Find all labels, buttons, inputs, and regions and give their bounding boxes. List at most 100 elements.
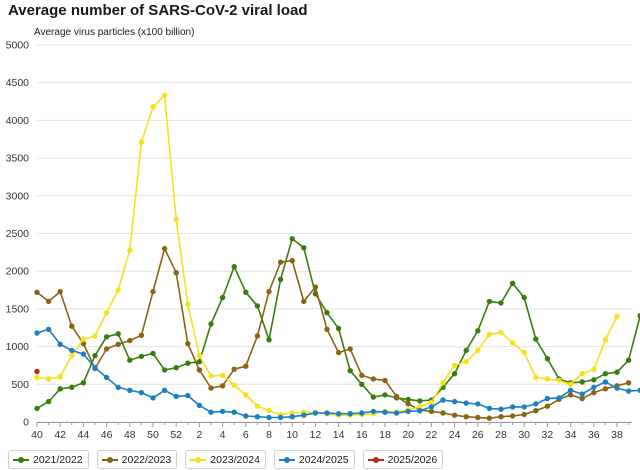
data-point[interactable] [289, 410, 295, 416]
data-point[interactable] [579, 379, 585, 385]
data-point[interactable] [57, 374, 63, 380]
data-point[interactable] [231, 264, 237, 270]
data-point[interactable] [57, 386, 63, 392]
data-point[interactable] [521, 404, 527, 410]
data-point[interactable] [417, 398, 423, 404]
data-point[interactable] [312, 410, 319, 416]
data-point[interactable] [45, 398, 52, 405]
legend-item-2021-2022[interactable]: 2021/2022 [8, 450, 89, 469]
data-point[interactable] [69, 323, 75, 329]
data-point[interactable] [382, 392, 388, 398]
data-point[interactable] [498, 300, 504, 306]
data-point[interactable] [57, 288, 63, 295]
data-point[interactable] [498, 406, 504, 412]
data-point[interactable] [150, 288, 156, 295]
data-point[interactable] [521, 411, 527, 418]
data-point[interactable] [301, 298, 307, 305]
data-point[interactable] [138, 332, 145, 338]
data-point[interactable] [567, 381, 574, 387]
data-point[interactable] [533, 408, 539, 414]
data-point[interactable] [127, 247, 133, 253]
data-point[interactable] [475, 347, 481, 354]
data-point[interactable] [428, 404, 435, 410]
data-point[interactable] [34, 374, 40, 381]
data-point[interactable] [637, 313, 640, 319]
data-point[interactable] [556, 377, 562, 384]
data-point[interactable] [544, 403, 551, 409]
data-point[interactable] [463, 400, 469, 406]
data-point[interactable] [475, 328, 481, 334]
data-point[interactable] [150, 350, 156, 357]
data-point[interactable] [335, 325, 342, 332]
data-point[interactable] [475, 401, 481, 407]
data-point[interactable] [440, 397, 446, 403]
data-point[interactable] [80, 351, 87, 357]
data-point[interactable] [185, 360, 191, 366]
data-point[interactable] [591, 384, 597, 390]
data-point[interactable] [161, 387, 168, 393]
data-point[interactable] [359, 381, 365, 387]
data-point[interactable] [463, 414, 469, 420]
data-point[interactable] [161, 245, 168, 252]
data-point[interactable] [173, 270, 179, 276]
data-point[interactable] [208, 385, 214, 391]
data-point[interactable] [312, 284, 319, 290]
data-point[interactable] [579, 371, 585, 377]
data-point[interactable] [115, 287, 121, 293]
data-point[interactable] [602, 386, 609, 392]
data-point[interactable] [393, 410, 400, 416]
data-point[interactable] [127, 387, 133, 393]
data-point[interactable] [614, 313, 620, 320]
legend-item-2025-2026[interactable]: 2025/2026 [362, 450, 444, 469]
data-point[interactable] [324, 410, 330, 416]
data-point[interactable] [34, 405, 40, 412]
data-point[interactable] [451, 412, 458, 418]
data-point[interactable] [254, 414, 261, 420]
data-point[interactable] [509, 340, 516, 346]
data-point[interactable] [289, 414, 295, 420]
data-point[interactable] [498, 329, 504, 335]
data-point[interactable] [544, 356, 551, 362]
data-point[interactable] [417, 404, 423, 410]
data-point[interactable] [335, 349, 342, 356]
data-point[interactable] [45, 376, 52, 382]
data-point[interactable] [382, 409, 388, 415]
data-point[interactable] [173, 393, 179, 400]
data-point[interactable] [266, 408, 272, 414]
data-point[interactable] [185, 301, 191, 308]
data-point[interactable] [185, 392, 191, 399]
data-point[interactable] [34, 368, 40, 375]
data-point[interactable] [243, 392, 249, 398]
data-point[interactable] [625, 380, 632, 386]
data-point[interactable] [103, 346, 110, 352]
data-point[interactable] [196, 352, 203, 359]
data-point[interactable] [544, 395, 551, 402]
data-point[interactable] [45, 298, 52, 305]
data-point[interactable] [486, 298, 493, 305]
data-point[interactable] [115, 331, 121, 337]
data-point[interactable] [405, 408, 411, 415]
data-point[interactable] [428, 399, 435, 406]
data-point[interactable] [57, 341, 63, 347]
data-point[interactable] [208, 409, 214, 415]
data-point[interactable] [196, 402, 203, 409]
data-point[interactable] [231, 366, 237, 372]
data-point[interactable] [567, 387, 574, 393]
data-point[interactable] [521, 349, 527, 356]
data-point[interactable] [34, 289, 40, 295]
data-point[interactable] [243, 363, 249, 369]
data-point[interactable] [614, 385, 620, 391]
data-point[interactable] [301, 245, 307, 251]
data-point[interactable] [509, 280, 516, 286]
data-point[interactable] [173, 216, 179, 222]
data-point[interactable] [544, 376, 551, 382]
data-point[interactable] [138, 389, 145, 396]
data-point[interactable] [475, 414, 481, 421]
data-point[interactable] [347, 346, 353, 352]
data-point[interactable] [80, 336, 87, 342]
data-point[interactable] [219, 408, 226, 415]
data-point[interactable] [359, 372, 365, 378]
data-point[interactable] [405, 401, 411, 407]
data-point[interactable] [115, 341, 121, 347]
data-point[interactable] [347, 411, 353, 417]
